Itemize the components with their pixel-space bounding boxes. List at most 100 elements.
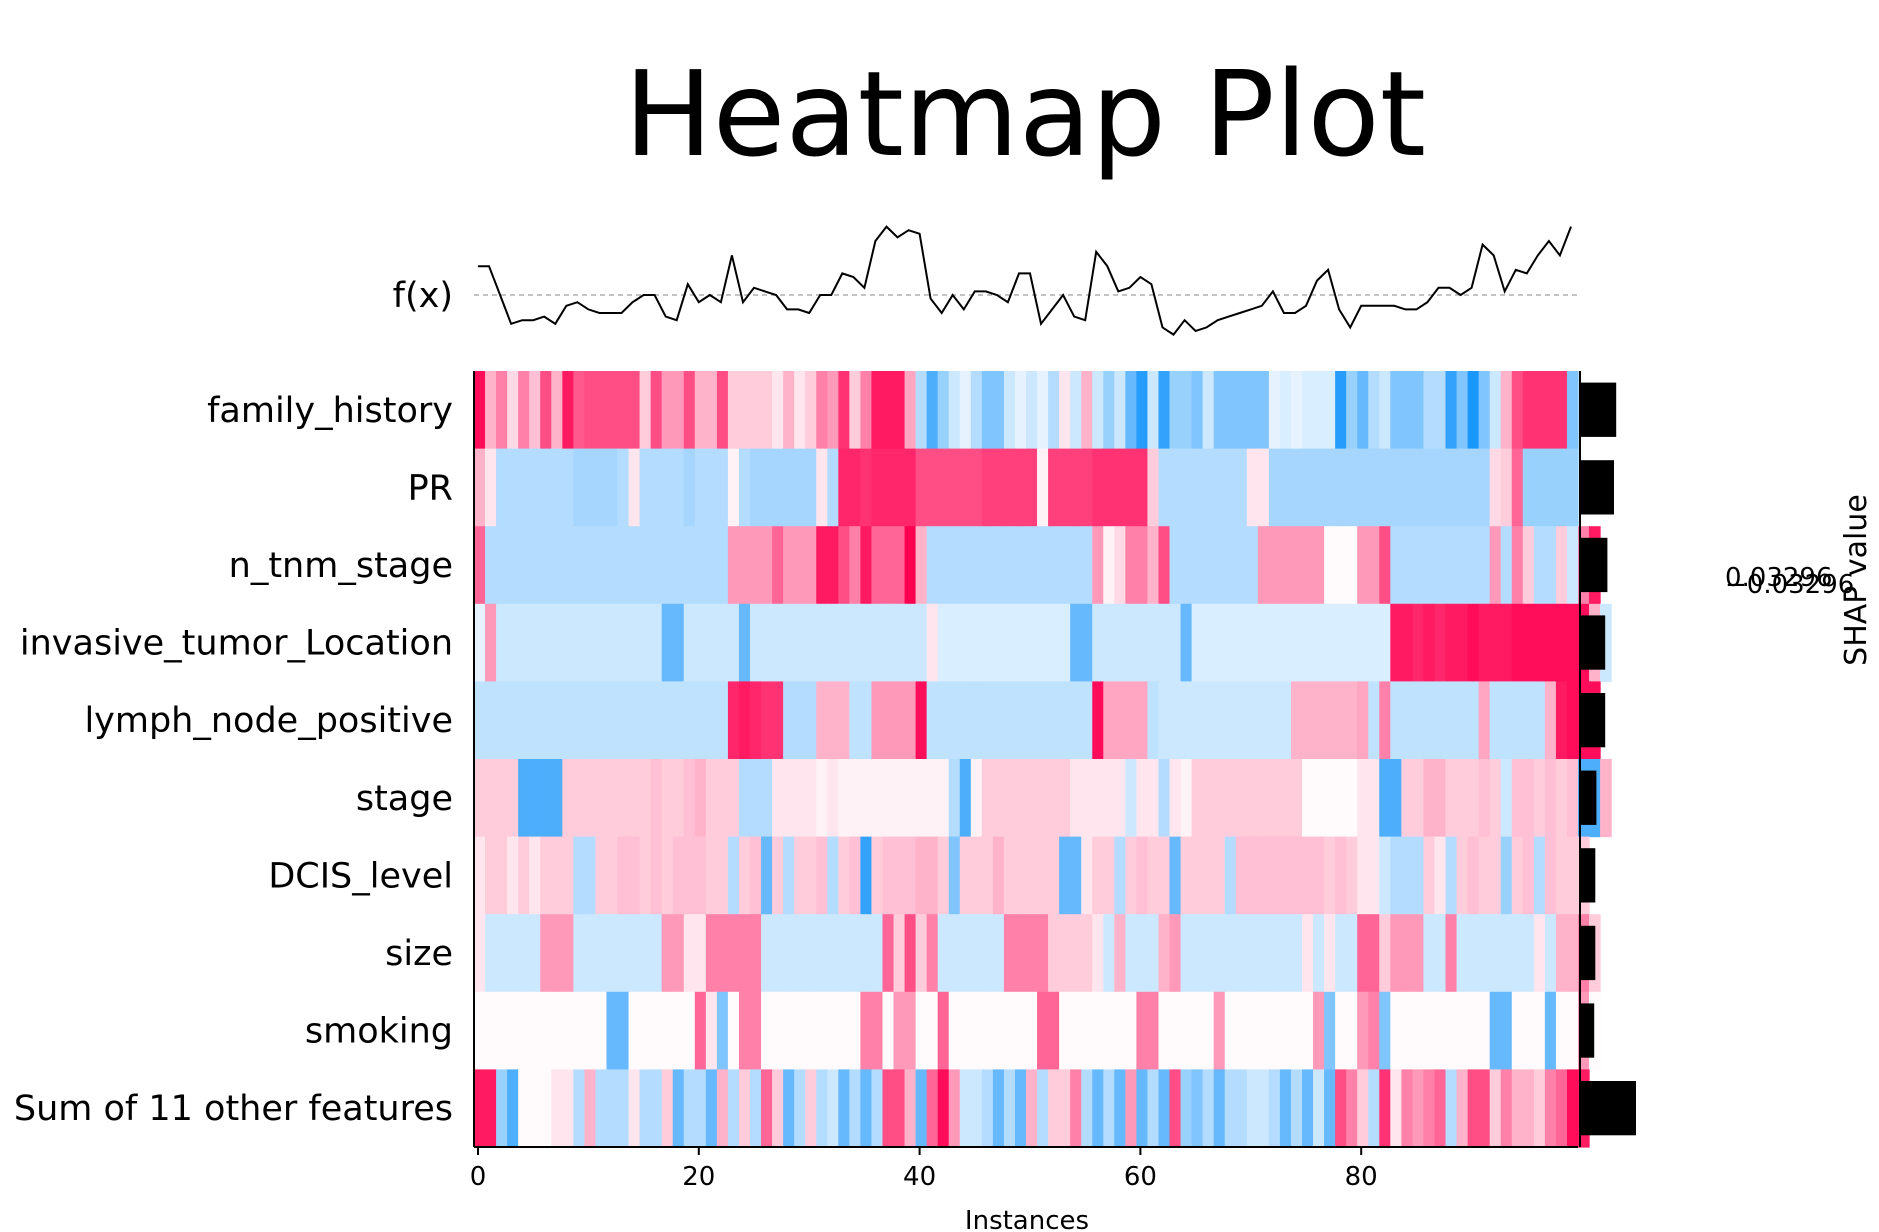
heatmap-cell <box>1412 991 1425 1070</box>
heatmap-cell <box>1456 448 1469 527</box>
heatmap-cell <box>772 681 784 760</box>
colorbar-tick-min: −0.03296 <box>1725 570 1854 600</box>
heatmap-cell <box>551 914 563 993</box>
heatmap-cell <box>882 991 895 1070</box>
heatmap-cell <box>496 914 508 993</box>
heatmap-cell <box>1511 914 1524 993</box>
heatmap-cell <box>683 371 696 450</box>
heatmap-cell <box>1335 991 1347 1070</box>
heatmap-cell <box>683 991 696 1070</box>
heatmap-cell <box>1489 681 1502 760</box>
heatmap-cell <box>672 448 685 527</box>
heatmap-cell <box>595 1069 608 1148</box>
heatmap-cell <box>507 759 519 838</box>
heatmap-cell <box>1445 991 1458 1070</box>
heatmap-cell <box>838 759 850 838</box>
heatmap-cell <box>1257 914 1270 993</box>
heatmap-cell <box>1302 526 1314 605</box>
heatmap-cell <box>1257 836 1270 915</box>
heatmap-cell <box>705 526 718 605</box>
heatmap-cell <box>738 759 751 838</box>
heatmap-cell <box>1147 914 1160 993</box>
heatmap-cell <box>1202 681 1215 760</box>
heatmap-cell <box>1026 448 1038 527</box>
heatmap-cell <box>1489 1069 1502 1148</box>
heatmap-cell <box>871 1069 884 1148</box>
heatmap-cell <box>1202 603 1215 682</box>
heatmap-cell <box>1390 681 1402 760</box>
heatmap-cell <box>1224 1069 1237 1148</box>
x-axis-label: Instances <box>965 1206 1089 1232</box>
heatmap-cell <box>1357 836 1369 915</box>
heatmap-cell <box>1147 759 1160 838</box>
heatmap-cell <box>1357 759 1369 838</box>
heatmap-cell <box>761 914 773 993</box>
heatmap-cell <box>1003 836 1016 915</box>
heatmap-cell <box>1346 603 1358 682</box>
heatmap-cell <box>496 759 508 838</box>
heatmap-cell <box>562 448 574 527</box>
heatmap-cell <box>1279 991 1292 1070</box>
heatmap-cell <box>970 448 983 527</box>
heatmap-cell <box>617 759 630 838</box>
chart-title: Heatmap Plot <box>624 45 1426 183</box>
heatmap-cell <box>1379 371 1391 450</box>
heatmap-cell <box>518 681 530 760</box>
heatmap-cell <box>1533 681 1546 760</box>
heatmap-cell <box>1191 681 1204 760</box>
heatmap-cell <box>1059 1069 1071 1148</box>
heatmap-axes <box>473 371 1581 1148</box>
heatmap-cell <box>1136 759 1149 838</box>
heatmap-cell <box>871 448 884 527</box>
heatmap-cell <box>1357 526 1369 605</box>
heatmap-cell <box>1180 759 1193 838</box>
heatmap-cell <box>1037 526 1049 605</box>
heatmap-cell <box>761 448 773 527</box>
heatmap-cell <box>805 603 817 682</box>
heatmap-cell <box>1346 759 1358 838</box>
heatmap-cell <box>1103 836 1115 915</box>
heatmap-cell <box>1070 448 1082 527</box>
heatmap-cell <box>562 914 574 993</box>
heatmap-cell <box>871 914 884 993</box>
heatmap-cell <box>628 836 641 915</box>
heatmap-cell <box>1246 991 1259 1070</box>
heatmap-cell <box>1390 371 1402 450</box>
heatmap-cell <box>970 836 983 915</box>
heatmap-cell <box>871 603 884 682</box>
heatmap-cell <box>992 836 1005 915</box>
heatmap-cell <box>1357 991 1369 1070</box>
heatmap-cell <box>1257 526 1270 605</box>
colorbar: 0.03296 −0.03296 SHAP value <box>1725 494 1874 666</box>
heatmap-cell <box>1103 681 1115 760</box>
heatmap-cell <box>1423 526 1436 605</box>
feature-label: stage <box>356 779 453 819</box>
heatmap-cell <box>948 914 961 993</box>
heatmap-cell <box>705 371 718 450</box>
heatmap-cell <box>1500 836 1513 915</box>
heatmap-cell <box>1544 914 1557 993</box>
heatmap-cell <box>783 526 795 605</box>
heatmap-cell <box>694 759 707 838</box>
heatmap-cell <box>1003 991 1016 1070</box>
heatmap-cell <box>937 371 950 450</box>
heatmap-cell <box>1368 1069 1380 1148</box>
heatmap-cell <box>959 914 972 993</box>
heatmap-cell <box>727 681 740 760</box>
heatmap-cell <box>1324 991 1336 1070</box>
heatmap-cell <box>485 681 497 760</box>
heatmap-cell <box>716 836 729 915</box>
heatmap-cell <box>716 526 729 605</box>
heatmap-cell <box>926 914 939 993</box>
heatmap-cell <box>639 991 652 1070</box>
heatmap-cell <box>1048 526 1060 605</box>
heatmap-cell <box>1412 836 1425 915</box>
heatmap-cell <box>937 1069 950 1148</box>
heatmap-cell <box>1335 914 1347 993</box>
heatmap-cell <box>948 836 961 915</box>
heatmap-cell <box>1401 526 1413 605</box>
heatmap-cell <box>1313 448 1325 527</box>
heatmap-cell <box>1103 759 1115 838</box>
heatmap-cell <box>904 759 917 838</box>
heatmap-cell <box>1533 914 1546 993</box>
